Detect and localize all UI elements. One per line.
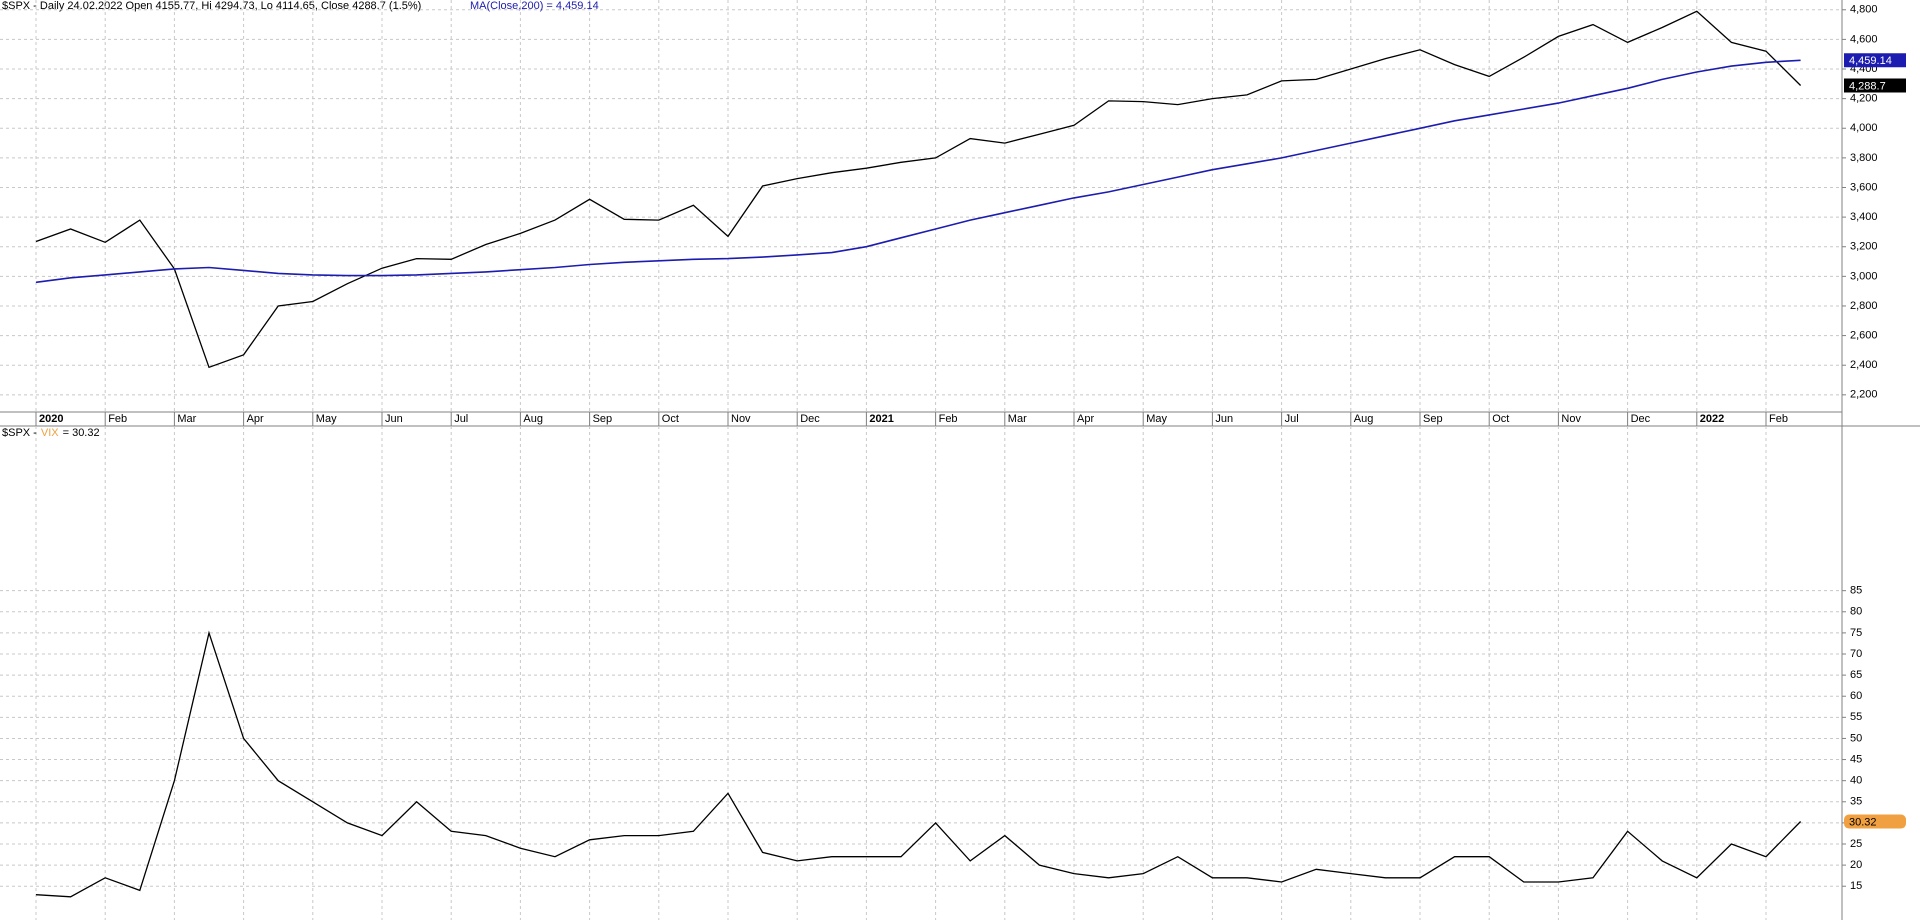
y-tick-label: 60 [1850, 690, 1862, 702]
y-tick-label: 4,200 [1850, 93, 1878, 105]
y-tick-label: 20 [1850, 859, 1862, 871]
date-label: Feb [939, 413, 958, 425]
date-label: Sep [593, 413, 613, 425]
date-label: Dec [800, 413, 820, 425]
date-label: Jul [1285, 413, 1299, 425]
y-tick-label: 55 [1850, 711, 1862, 723]
y-tick-label: 45 [1850, 753, 1862, 765]
value-tag [1844, 53, 1906, 68]
date-label: 2021 [869, 413, 893, 425]
y-tick-label: 70 [1850, 648, 1862, 660]
date-label: Jul [454, 413, 468, 425]
ma-line [35, 59, 1801, 284]
y-tick-label: 2,800 [1850, 300, 1878, 312]
y-tick-label: 4,600 [1850, 33, 1878, 45]
y-tick-label: 2,200 [1850, 389, 1878, 401]
date-label: Apr [247, 413, 264, 425]
price-line [35, 10, 1802, 369]
value-tag-label: 30.32 [1849, 816, 1877, 828]
y-tick-label: 3,200 [1850, 241, 1878, 253]
date-label: Mar [1008, 413, 1027, 425]
y-tick-label: 35 [1850, 796, 1862, 808]
vix-header-value: = 30.32 [63, 427, 100, 439]
value-tag-label: 4,459.14 [1849, 55, 1892, 67]
price-line [35, 630, 1802, 898]
ma-legend: MA(Close,200) = 4,459.14 [470, 0, 599, 12]
y-tick-label: 3,400 [1850, 211, 1878, 223]
date-label: Jun [385, 413, 403, 425]
date-label: Jun [1215, 413, 1233, 425]
y-tick-label: 40 [1850, 775, 1862, 787]
y-tick-label: 25 [1850, 838, 1862, 850]
date-label: Nov [1561, 413, 1581, 425]
date-label: Feb [1769, 413, 1788, 425]
date-label: Nov [731, 413, 751, 425]
date-label: Oct [662, 413, 679, 425]
y-tick-label: 3,000 [1850, 270, 1878, 282]
value-tag-label: 4,288.7 [1849, 80, 1886, 92]
date-label: Mar [177, 413, 196, 425]
y-tick-label: 3,800 [1850, 152, 1878, 164]
date-label: May [1146, 413, 1167, 425]
vix-header-indicator: VIX [41, 427, 59, 439]
y-tick-label: 85 [1850, 585, 1862, 597]
y-tick-label: 4,800 [1850, 4, 1878, 16]
value-tag [1844, 814, 1906, 829]
y-tick-label: 15 [1850, 880, 1862, 892]
date-label: 2022 [1700, 413, 1724, 425]
y-tick-label: 65 [1850, 669, 1862, 681]
date-label: 2020 [39, 413, 63, 425]
y-tick-label: 2,600 [1850, 329, 1878, 341]
y-tick-label: 4,000 [1850, 122, 1878, 134]
value-tag [1844, 78, 1906, 93]
date-label: Sep [1423, 413, 1443, 425]
date-label: Apr [1077, 413, 1094, 425]
date-label: Dec [1631, 413, 1651, 425]
date-label: Oct [1492, 413, 1509, 425]
y-tick-label: 3,600 [1850, 181, 1878, 193]
date-label: May [316, 413, 337, 425]
date-label: Feb [108, 413, 127, 425]
y-tick-label: 75 [1850, 627, 1862, 639]
price-pane-header: $SPX - Daily 24.02.2022 Open 4155.77, Hi… [2, 0, 421, 12]
y-tick-label: 2,400 [1850, 359, 1878, 371]
vix-pane-header: $SPX - VIX = 30.32 [2, 427, 100, 439]
y-tick-label: 80 [1850, 606, 1862, 618]
vix-header-symbol: $SPX - [2, 427, 37, 439]
date-label: Aug [523, 413, 543, 425]
date-label: Aug [1354, 413, 1374, 425]
y-tick-label: 50 [1850, 732, 1862, 744]
